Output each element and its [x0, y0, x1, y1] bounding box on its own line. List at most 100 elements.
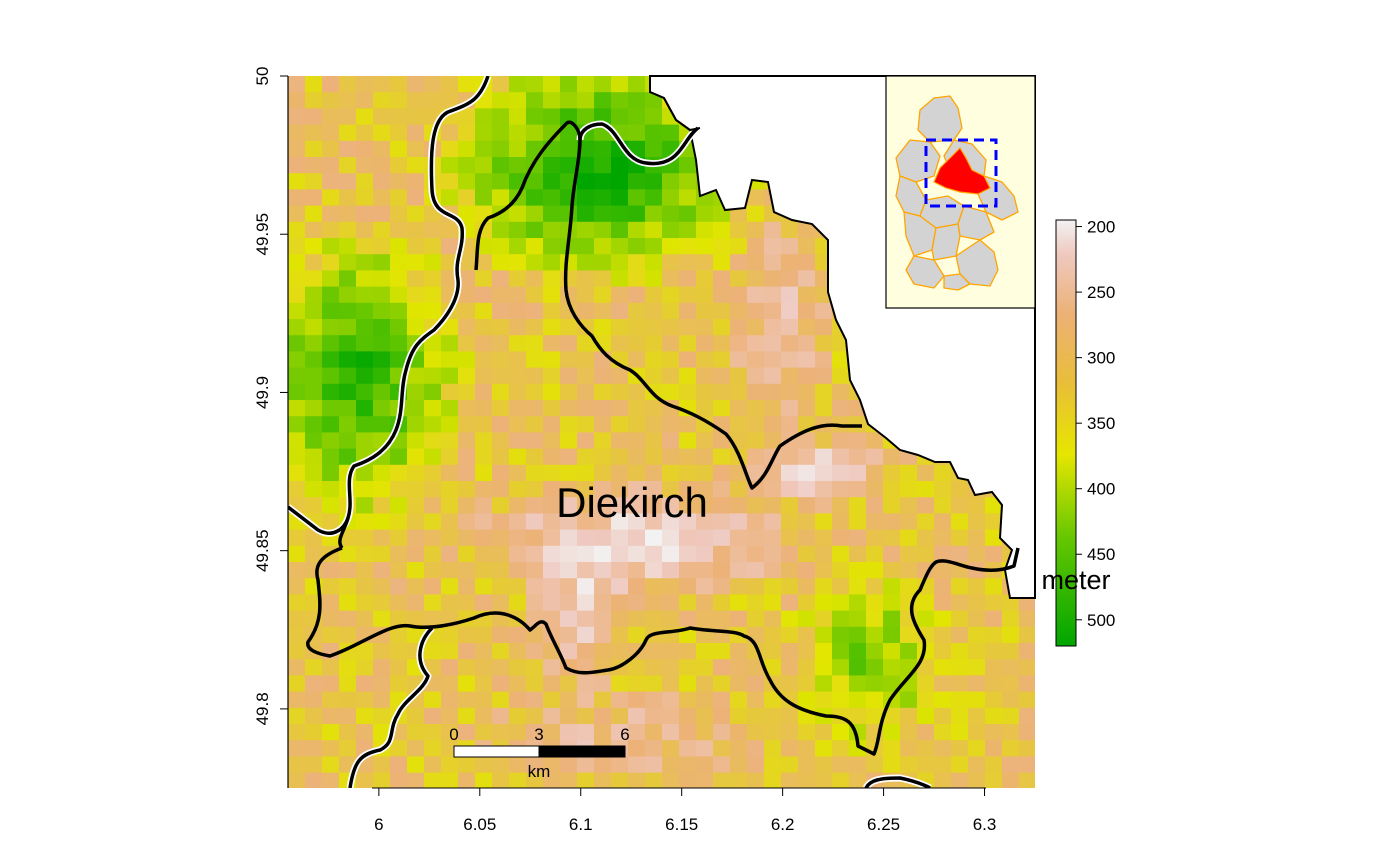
raster-cell	[713, 464, 731, 482]
raster-cell	[747, 286, 765, 304]
raster-cell	[798, 367, 816, 385]
raster-cell	[747, 319, 765, 336]
raster-cell	[730, 691, 748, 709]
raster-cell	[560, 626, 578, 644]
raster-cell	[390, 319, 408, 336]
raster-cell	[866, 756, 884, 774]
raster-cell	[560, 448, 578, 466]
raster-cell	[611, 464, 629, 482]
raster-cell	[577, 286, 595, 304]
raster-cell	[679, 351, 697, 369]
raster-cell	[288, 756, 306, 774]
raster-cell	[322, 189, 340, 207]
raster-cell	[764, 772, 782, 788]
raster-cell	[764, 529, 782, 547]
raster-cell	[798, 740, 816, 757]
raster-cell	[492, 513, 510, 531]
raster-cell	[662, 481, 680, 498]
raster-cell	[373, 545, 391, 563]
raster-cell	[356, 140, 374, 158]
raster-cell	[628, 545, 646, 563]
raster-cell	[747, 772, 765, 788]
raster-cell	[492, 367, 510, 385]
raster-cell	[322, 205, 340, 223]
raster-cell	[611, 707, 629, 725]
raster-cell	[781, 594, 799, 612]
raster-cell	[288, 270, 306, 288]
raster-cell	[662, 659, 680, 676]
raster-cell	[458, 529, 476, 547]
raster-cell	[679, 383, 697, 401]
raster-cell	[424, 772, 442, 788]
raster-cell	[543, 383, 561, 401]
raster-cell	[832, 367, 850, 385]
raster-cell	[407, 302, 425, 320]
raster-cell	[1019, 675, 1035, 693]
raster-cell	[645, 481, 663, 498]
raster-cell	[373, 610, 391, 628]
raster-cell	[713, 335, 731, 352]
raster-cell	[288, 675, 306, 693]
raster-cell	[356, 383, 374, 401]
raster-cell	[424, 740, 442, 757]
raster-cell	[679, 610, 697, 628]
raster-cell	[305, 76, 323, 93]
raster-cell	[526, 238, 544, 255]
raster-cell	[373, 124, 391, 142]
raster-cell	[543, 675, 561, 693]
raster-cell	[288, 173, 306, 190]
raster-cell	[747, 367, 765, 385]
raster-cell	[492, 92, 510, 109]
raster-cell	[407, 157, 425, 174]
raster-cell	[356, 367, 374, 385]
raster-cell	[832, 594, 850, 612]
raster-cell	[951, 691, 969, 709]
raster-cell	[560, 481, 578, 498]
raster-cell	[390, 610, 408, 628]
raster-cell	[900, 578, 918, 595]
raster-cell	[441, 756, 459, 774]
raster-cell	[662, 238, 680, 255]
raster-cell	[951, 643, 969, 660]
raster-cell	[968, 772, 986, 788]
raster-cell	[798, 335, 816, 352]
raster-cell	[339, 707, 357, 725]
raster-cell	[849, 464, 867, 482]
raster-cell	[730, 610, 748, 628]
raster-cell	[424, 545, 442, 563]
raster-cell	[832, 578, 850, 595]
raster-cell	[594, 756, 612, 774]
raster-cell	[288, 691, 306, 709]
raster-cell	[373, 92, 391, 109]
raster-cell	[985, 529, 1003, 547]
raster-cell	[390, 335, 408, 352]
raster-cell	[798, 286, 816, 304]
raster-cell	[951, 529, 969, 547]
raster-cell	[747, 659, 765, 676]
raster-cell	[645, 254, 663, 271]
raster-cell	[560, 432, 578, 450]
raster-cell	[594, 481, 612, 498]
raster-cell	[458, 691, 476, 709]
raster-cell	[492, 707, 510, 725]
raster-cell	[458, 76, 476, 93]
raster-cell	[424, 286, 442, 304]
raster-cell	[441, 594, 459, 612]
raster-cell	[305, 108, 323, 126]
raster-cell	[339, 205, 357, 223]
raster-cell	[543, 691, 561, 709]
raster-cell	[849, 772, 867, 788]
raster-cell	[1002, 659, 1020, 676]
raster-cell	[526, 221, 544, 239]
raster-cell	[730, 724, 748, 741]
raster-cell	[764, 400, 782, 417]
raster-cell	[424, 529, 442, 547]
raster-cell	[407, 610, 425, 628]
raster-cell	[458, 578, 476, 595]
raster-cell	[1019, 724, 1035, 741]
raster-cell	[900, 513, 918, 531]
raster-cell	[1002, 772, 1020, 788]
raster-cell	[951, 740, 969, 757]
raster-cell	[696, 221, 714, 239]
raster-cell	[696, 448, 714, 466]
